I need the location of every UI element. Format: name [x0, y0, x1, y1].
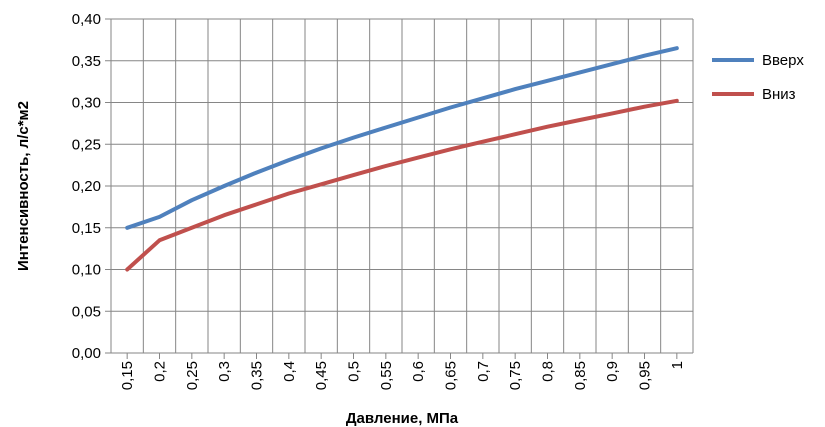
- x-axis-title: Давление, МПа: [346, 410, 459, 427]
- data-point: [384, 164, 388, 168]
- x-tick-label: 0,3: [216, 361, 233, 382]
- data-point: [643, 54, 646, 58]
- x-tick-label: 0,4: [281, 361, 298, 382]
- data-point: [481, 96, 485, 100]
- data-point: [610, 111, 614, 115]
- x-tick-label: 0,25: [184, 361, 201, 390]
- data-point: [449, 147, 452, 151]
- x-tick-label: 0,15: [119, 361, 136, 390]
- x-tick-label: 0,9: [604, 361, 621, 382]
- x-tick-label: 1: [669, 361, 686, 369]
- data-point: [287, 158, 291, 162]
- legend-label: Вниз: [762, 86, 796, 103]
- data-point: [449, 106, 452, 110]
- series-line-1: [125, 46, 679, 230]
- y-axis-title: Интенсивность, л/с*м2: [15, 101, 32, 271]
- data-point: [352, 173, 355, 177]
- y-tick-label: 0,00: [72, 345, 101, 362]
- y-tick-labels: 0,00 0,05 0,10 0,15 0,20 0,25 0,30 0,35 0,40: [72, 11, 101, 362]
- y-tick-label: 0,35: [72, 53, 101, 70]
- x-tick-labels: 0,15 0,2 0,25 0,3 0,35 0,4 0,45 0,5 0,55 0,6 0,65 0…: [119, 361, 686, 390]
- grid: [111, 18, 694, 353]
- x-tick-label: 0,55: [378, 361, 395, 390]
- data-point: [190, 226, 194, 230]
- data-point: [125, 226, 129, 230]
- x-tick-label: 0,6: [410, 361, 427, 382]
- y-tick-label: 0,40: [72, 11, 101, 28]
- x-tick-label: 0,85: [572, 361, 589, 390]
- data-point: [675, 46, 679, 50]
- data-point: [190, 198, 194, 202]
- x-tick-label: 0,2: [152, 361, 169, 382]
- axes: [105, 18, 693, 359]
- data-point: [416, 116, 420, 120]
- x-tick-label: 0,8: [540, 361, 557, 382]
- data-point: [158, 215, 161, 219]
- data-point: [255, 202, 258, 206]
- x-tick-label: 0,65: [443, 361, 460, 390]
- data-point: [125, 268, 129, 271]
- y-tick-label: 0,30: [72, 95, 101, 112]
- data-point: [352, 136, 355, 140]
- data-point: [610, 62, 614, 66]
- x-tick-label: 0,45: [313, 361, 330, 390]
- data-point: [643, 105, 646, 109]
- x-tick-label: 0,5: [346, 361, 363, 382]
- data-point: [578, 118, 582, 122]
- x-tick-label: 0,95: [637, 361, 654, 390]
- x-tick-label: 0,35: [249, 361, 266, 390]
- data-point: [546, 79, 549, 83]
- data-point: [481, 140, 485, 144]
- x-tick-label: 0,7: [475, 361, 492, 382]
- x-tick-label: 0,75: [507, 361, 524, 390]
- y-tick-label: 0,10: [72, 262, 101, 279]
- data-point: [319, 182, 323, 186]
- data-point: [546, 125, 549, 129]
- y-tick-label: 0,15: [72, 220, 101, 237]
- y-tick-label: 0,05: [72, 303, 101, 320]
- data-point: [222, 184, 226, 188]
- data-point: [255, 171, 258, 175]
- data-point: [513, 132, 517, 136]
- series-lines: [125, 46, 679, 272]
- legend-label: Вверх: [762, 52, 804, 69]
- data-point: [384, 126, 388, 130]
- data-point: [416, 156, 420, 160]
- legend: Вверх Вниз: [712, 52, 804, 103]
- data-point: [158, 238, 161, 242]
- y-tick-label: 0,25: [72, 136, 101, 153]
- data-point: [675, 99, 679, 103]
- data-point: [319, 146, 323, 150]
- data-point: [578, 70, 582, 74]
- data-point: [513, 87, 517, 91]
- data-point: [287, 192, 291, 196]
- series-line-2: [125, 98, 679, 272]
- data-point: [222, 213, 226, 217]
- y-tick-label: 0,20: [72, 178, 101, 195]
